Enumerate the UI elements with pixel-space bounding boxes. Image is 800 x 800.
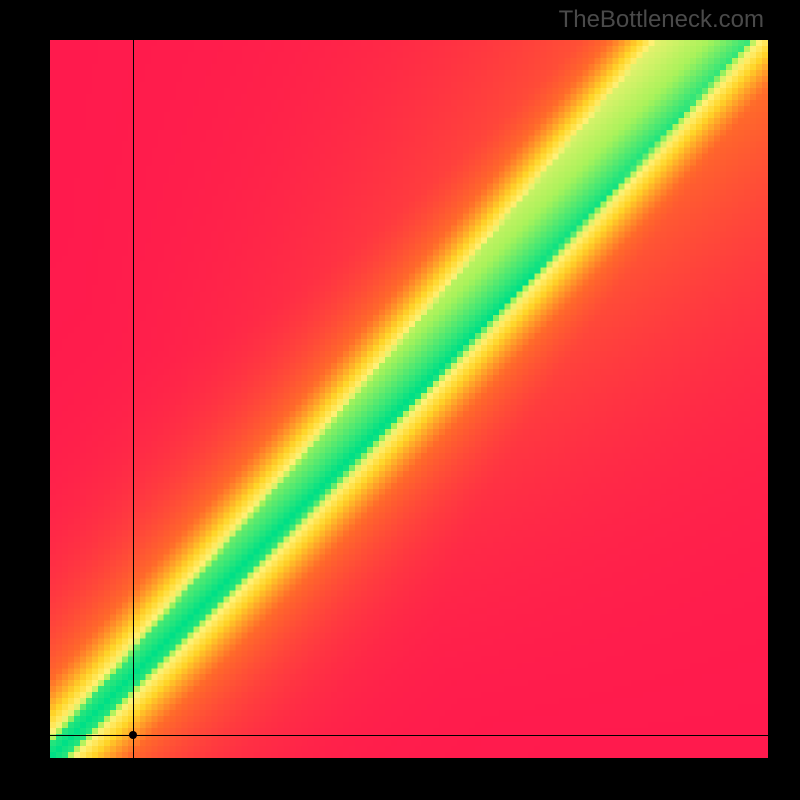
crosshair-vertical-line xyxy=(133,40,134,758)
watermark-text: TheBottleneck.com xyxy=(559,6,764,34)
heatmap-canvas xyxy=(50,40,768,758)
heatmap-plot-area xyxy=(50,40,768,758)
crosshair-horizontal-line xyxy=(50,735,768,736)
crosshair-marker-dot xyxy=(129,731,137,739)
